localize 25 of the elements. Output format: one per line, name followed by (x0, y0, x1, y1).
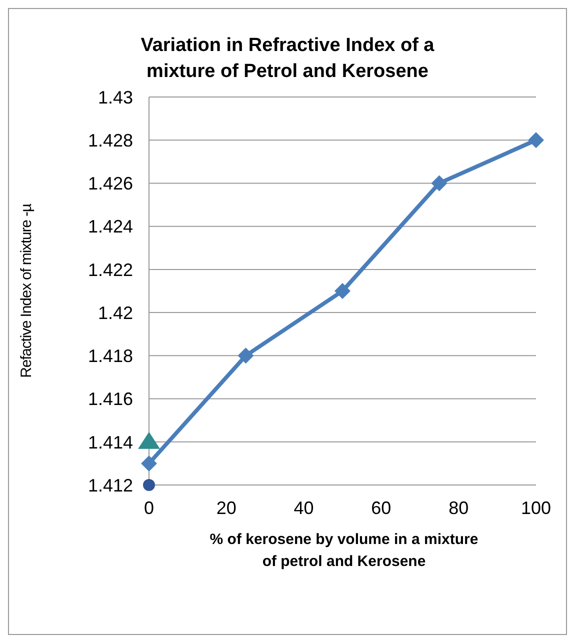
x-tick-label: 80 (448, 498, 469, 518)
y-tick-label: 1.414 (88, 432, 133, 452)
y-tick-label: 1.418 (88, 346, 133, 366)
x-tick-label: 100 (520, 498, 552, 518)
point (528, 132, 544, 148)
y-tick-label: 1.426 (88, 174, 133, 194)
y-tick-label: 1.422 (88, 260, 133, 280)
x-tick-label: 40 (294, 498, 314, 518)
y-tick-label: 1.416 (88, 389, 133, 410)
y-tick-label: 1.42 (98, 302, 133, 323)
y-axis-title: Refactive Index of mixture -µ (18, 203, 35, 378)
x-tick-label: 0 (144, 498, 154, 518)
y-tick-label: 1.412 (88, 475, 133, 496)
point (334, 283, 350, 299)
chart-title: Variation in Refractive Index of a mixture of Petrol and Kerosene (140, 34, 436, 84)
y-tick-label: 1.424 (88, 216, 133, 237)
y-tick-label: 1.428 (88, 130, 133, 150)
point (431, 175, 448, 192)
point (141, 455, 157, 472)
point (143, 479, 155, 491)
x-tick-label: 20 (216, 498, 236, 518)
point (238, 348, 254, 364)
y-tick-label: 1.43 (98, 87, 133, 108)
x-axis-title: % of kerosene by volume in a mixture of petrol and Kerosene (209, 530, 479, 572)
x-tick-label: 60 (371, 498, 392, 518)
